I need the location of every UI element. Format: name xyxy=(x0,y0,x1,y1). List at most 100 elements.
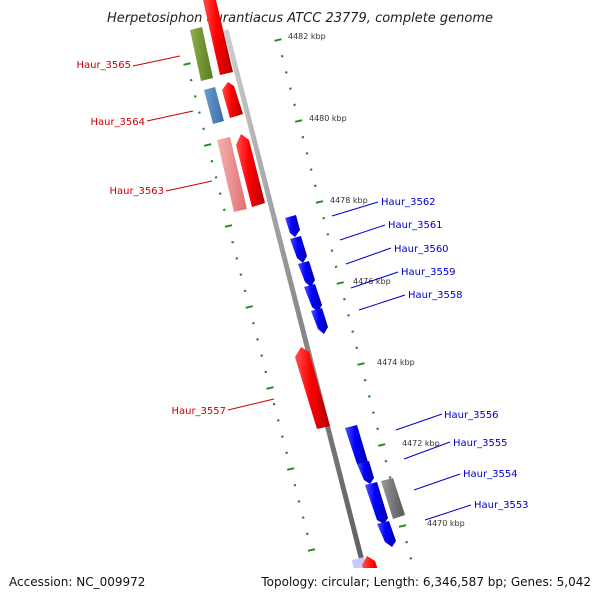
scale-minor-tick xyxy=(202,127,205,131)
scale-major-tick xyxy=(203,143,212,147)
scale-major-tick xyxy=(377,443,386,447)
gene-haur-3559[interactable] xyxy=(304,284,322,312)
scale-minor-tick xyxy=(376,427,379,431)
gene-haur-3557[interactable] xyxy=(295,347,330,429)
scale-minor-tick xyxy=(367,395,371,398)
gene-haur-3560[interactable] xyxy=(298,261,315,287)
scale-minor-tick xyxy=(372,411,375,414)
scale-minor-tick xyxy=(284,71,288,74)
scale-minor-tick xyxy=(301,135,305,139)
scale-major-tick xyxy=(398,524,407,528)
scale-minor-tick xyxy=(235,257,239,260)
footer-backdrop xyxy=(0,568,600,600)
scale-minor-tick xyxy=(243,289,247,293)
gene-label[interactable]: Haur_3554 xyxy=(463,469,518,480)
scale-minor-tick xyxy=(198,111,201,114)
scale-major-tick xyxy=(274,38,282,42)
scale-minor-tick xyxy=(326,233,330,236)
scale-minor-tick xyxy=(256,338,259,341)
scale-minor-tick xyxy=(405,540,408,544)
gene-haur-3562[interactable] xyxy=(285,215,300,237)
gene-label[interactable]: Haur_3563 xyxy=(109,186,164,197)
scale-labels: 4482 kbp 4480 kbp 4478 kbp 4476 kbp 4474… xyxy=(288,32,465,528)
scale-label: 4470 kbp xyxy=(427,519,465,528)
gene-label[interactable]: Haur_3562 xyxy=(381,197,436,208)
scale-major-tick xyxy=(245,305,253,309)
scale-major-tick xyxy=(183,62,191,66)
gene-label[interactable]: Haur_3556 xyxy=(444,410,499,421)
scale-major-tick xyxy=(315,200,324,204)
scale-minor-tick xyxy=(388,476,392,479)
scale-minor-tick xyxy=(231,240,234,244)
gene-label[interactable]: Haur_3558 xyxy=(408,290,463,301)
gene-label[interactable]: Haur_3555 xyxy=(453,438,508,449)
scale-major-tick xyxy=(357,362,365,366)
scale-label: 4482 kbp xyxy=(288,32,326,41)
scale-minor-tick xyxy=(347,314,350,317)
scale-minor-tick xyxy=(384,459,388,463)
scale-minor-tick xyxy=(285,451,288,455)
gene-haur-3563[interactable] xyxy=(217,134,265,212)
scale-minor-tick xyxy=(305,532,309,536)
gene-labels: Haur_3565 Haur_3564 Haur_3563 Haur_3562 … xyxy=(76,60,528,511)
scale-minor-tick xyxy=(330,249,334,252)
scale-major-tick xyxy=(224,224,233,228)
scale-minor-tick xyxy=(322,216,325,220)
scale-minor-tick xyxy=(193,95,197,98)
gene-haur-3561[interactable] xyxy=(290,236,307,263)
scale-minor-tick xyxy=(189,78,193,82)
scale-major-tick xyxy=(286,467,295,471)
gene-label[interactable]: Haur_3553 xyxy=(474,500,529,511)
scale-major-tick xyxy=(266,386,274,390)
scale-minor-tick xyxy=(264,370,268,374)
scale-minor-tick xyxy=(293,103,296,107)
scale-minor-tick xyxy=(222,208,226,212)
scale-label: 4480 kbp xyxy=(309,114,347,123)
scale-label: 4474 kbp xyxy=(377,358,415,367)
scale-label: 4472 kbp xyxy=(402,439,440,448)
scale-minor-tick xyxy=(280,54,284,58)
gene-label[interactable]: Haur_3564 xyxy=(90,117,145,128)
scale-minor-tick xyxy=(309,168,313,171)
scale-minor-tick xyxy=(214,176,218,179)
gene-haur-3553[interactable] xyxy=(377,521,396,547)
gene-label[interactable]: Haur_3561 xyxy=(388,220,443,231)
backbone-line xyxy=(223,29,375,600)
scale-track-inner xyxy=(183,62,316,552)
gene-haur-3554[interactable] xyxy=(365,478,405,524)
scale-minor-tick xyxy=(334,265,338,269)
scale-minor-tick xyxy=(355,346,359,350)
scale-minor-tick xyxy=(351,330,355,333)
scale-minor-tick xyxy=(301,516,305,519)
scale-major-tick xyxy=(307,548,316,552)
gene-label[interactable]: Haur_3560 xyxy=(394,244,449,255)
scale-minor-tick xyxy=(313,184,317,188)
scale-minor-tick xyxy=(210,159,214,163)
genome-summary-text: Topology: circular; Length: 6,346,587 bp… xyxy=(260,575,591,589)
scale-minor-tick xyxy=(260,354,264,357)
gene-label[interactable]: Haur_3557 xyxy=(171,406,226,417)
gene-haur-3555[interactable] xyxy=(357,461,374,484)
accession-text: Accession: NC_009972 xyxy=(9,575,145,589)
scale-minor-tick xyxy=(281,435,284,438)
scale-minor-tick xyxy=(297,500,301,503)
scale-minor-tick xyxy=(276,419,280,422)
scale-minor-tick xyxy=(218,192,222,195)
gene-haur-3556[interactable] xyxy=(345,425,368,469)
scale-minor-tick xyxy=(252,321,255,325)
scale-minor-tick xyxy=(239,273,243,276)
scale-major-tick xyxy=(294,119,303,123)
gene-label[interactable]: Haur_3559 xyxy=(401,267,456,278)
scale-minor-tick xyxy=(409,557,413,560)
gene-haur-3565[interactable] xyxy=(190,0,233,81)
label-leaders xyxy=(132,55,472,521)
scale-label: 4478 kbp xyxy=(330,196,368,205)
gene-haur-3558[interactable] xyxy=(311,308,328,334)
gene-label[interactable]: Haur_3565 xyxy=(76,60,131,71)
scale-minor-tick xyxy=(363,378,367,382)
scale-minor-tick xyxy=(289,87,292,90)
gene-haur-3564[interactable] xyxy=(204,82,243,124)
scale-minor-tick xyxy=(343,297,346,301)
scale-label: 4476 kbp xyxy=(353,277,391,286)
